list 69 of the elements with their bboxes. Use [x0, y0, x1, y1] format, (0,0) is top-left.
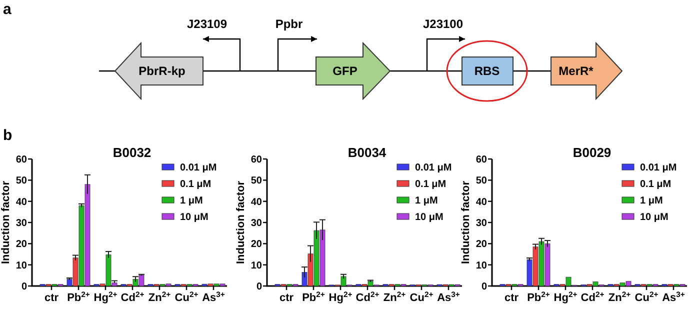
x-tick-label: Pb$^{2+}$	[527, 290, 550, 304]
x-tick-label: Cd$^{2+}$	[580, 290, 605, 304]
legend-label: 0.1 μM	[415, 179, 446, 190]
chart-title: B0029	[572, 145, 612, 160]
chart-title: B0032	[112, 145, 152, 160]
legend-label: 1 μM	[180, 196, 203, 206]
legend-label: 0.01 μM	[415, 162, 452, 174]
y-tick-label: 0	[256, 282, 262, 292]
x-tick-label: Hg$^{2+}$	[554, 290, 578, 304]
x-tick-label: Cd$^{2+}$	[356, 290, 380, 304]
text: a	[3, 1, 12, 18]
y-tick-label: 30	[16, 218, 28, 229]
y-axis-title: Induction factor	[0, 180, 12, 264]
text: PbrR-kp	[138, 64, 186, 78]
y-tick-label: 40	[16, 196, 28, 208]
y-tick-label: 50	[476, 176, 488, 187]
text: J23109	[186, 17, 228, 31]
x-tick-label: Cu$^{2+}$	[634, 290, 659, 304]
y-tick-label: 10	[250, 260, 262, 272]
legend-label: 10 μM	[640, 212, 668, 223]
x-tick-label: Cd$^{2+}$	[120, 290, 145, 304]
y-tick-label: 50	[16, 176, 28, 187]
y-tick-label: 60	[476, 154, 488, 166]
y-tick-label: 10	[476, 260, 488, 272]
x-tick-label: Pb$^{2+}$	[302, 290, 326, 304]
y-tick-label: 0	[21, 282, 28, 292]
y-tick-label: 30	[250, 218, 262, 229]
legend-label: 1 μM	[640, 196, 663, 206]
x-tick-label: Zn$^{2+}$	[383, 290, 406, 304]
x-tick-label: Pb$^{2+}$	[67, 290, 90, 304]
x-tick-label: As$^{3+}$	[662, 290, 686, 304]
x-tick-label: Hg$^{2+}$	[94, 290, 118, 304]
legend-label: 1 μM	[415, 196, 438, 206]
y-tick-label: 20	[476, 239, 488, 250]
x-tick-label: As$^{3+}$	[437, 290, 460, 304]
y-tick-label: 50	[250, 176, 262, 187]
text: J23100	[422, 17, 464, 31]
legend-label: 0.01 μM	[180, 162, 217, 174]
chart-title: B0034	[348, 145, 387, 160]
x-tick-label: Zn$^{2+}$	[608, 290, 632, 304]
text: MerR*	[558, 64, 594, 78]
y-tick-label: 20	[250, 239, 262, 250]
legend-label: 0.1 μM	[180, 179, 212, 190]
legend-label: 0.01 μM	[640, 162, 677, 174]
x-tick-label: ctr	[504, 292, 520, 304]
y-tick-label: 60	[250, 154, 262, 166]
x-tick-label: ctr	[44, 292, 60, 304]
y-tick-label: 20	[16, 239, 28, 250]
legend-label: 0.1 μM	[640, 179, 672, 190]
text: RBS	[474, 64, 500, 78]
y-axis-title: Induction factor	[235, 180, 247, 264]
x-tick-label: Cu$^{2+}$	[174, 290, 199, 304]
legend-label: 10 μM	[415, 212, 444, 223]
y-tick-label: 30	[476, 218, 488, 229]
y-tick-label: 0	[481, 282, 488, 292]
y-axis-title: Induction factor	[460, 180, 472, 264]
x-tick-label: Hg$^{2+}$	[328, 290, 353, 304]
text: Ppbr	[275, 17, 303, 31]
y-tick-label: 60	[16, 154, 28, 166]
y-tick-label: 10	[16, 260, 28, 272]
x-tick-label: ctr	[279, 292, 294, 304]
text: GFP	[332, 64, 358, 78]
text: b	[3, 127, 12, 144]
y-tick-label: 40	[250, 196, 262, 208]
x-tick-label: Zn$^{2+}$	[148, 290, 172, 304]
legend-label: 10 μM	[180, 212, 208, 223]
x-tick-label: As$^{3+}$	[202, 290, 226, 304]
x-tick-label: Cu$^{2+}$	[410, 290, 434, 304]
y-tick-label: 40	[476, 196, 488, 208]
